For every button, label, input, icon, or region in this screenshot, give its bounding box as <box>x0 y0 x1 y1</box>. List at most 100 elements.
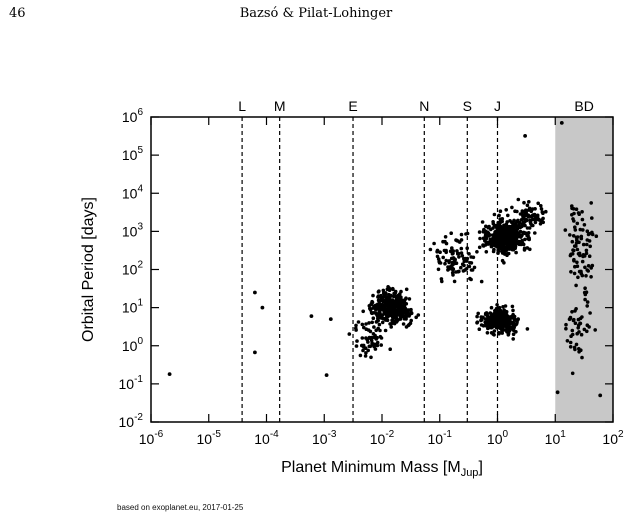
data-point <box>388 294 393 299</box>
data-point <box>389 325 394 329</box>
data-point <box>366 340 370 344</box>
data-point <box>372 325 376 329</box>
data-point <box>459 232 464 237</box>
data-point <box>391 301 396 306</box>
data-point <box>391 306 396 311</box>
data-point <box>398 310 403 314</box>
data-point <box>380 320 385 325</box>
data-point <box>360 343 364 348</box>
data-point <box>328 317 333 321</box>
data-point <box>577 240 581 245</box>
data-point <box>481 315 485 320</box>
data-point <box>573 228 578 232</box>
data-point <box>572 257 576 262</box>
data-point <box>584 251 589 256</box>
data-point <box>583 286 587 291</box>
data-point <box>575 260 579 265</box>
data-point <box>360 336 365 340</box>
data-point <box>522 246 527 251</box>
data-point <box>459 265 463 270</box>
data-point <box>505 220 510 224</box>
data-point <box>573 321 578 326</box>
data-point <box>369 355 373 360</box>
data-point <box>511 320 516 325</box>
data-point <box>506 315 511 320</box>
data-point <box>492 329 497 333</box>
data-point <box>396 306 401 310</box>
data-point <box>260 305 265 310</box>
data-point <box>510 205 514 210</box>
data-point <box>436 267 441 272</box>
data-point <box>385 315 390 319</box>
data-point <box>527 237 531 242</box>
data-point <box>167 372 172 376</box>
data-point <box>375 312 380 317</box>
data-point <box>480 220 485 224</box>
x-tick-label: 100 <box>487 429 509 447</box>
data-point <box>449 231 454 235</box>
data-point <box>486 321 491 325</box>
data-point <box>477 245 482 250</box>
data-point <box>590 263 595 268</box>
y-tick-label: 10-1 <box>119 374 144 392</box>
data-point <box>492 247 496 252</box>
data-point <box>563 228 568 232</box>
data-point <box>477 230 482 234</box>
data-point <box>469 261 474 265</box>
data-point <box>376 290 381 294</box>
data-point <box>578 321 582 326</box>
data-point <box>370 320 375 325</box>
data-point <box>447 259 452 263</box>
y-axis-label: Orbital Period [days] <box>80 197 97 342</box>
data-point <box>387 286 392 291</box>
data-point <box>450 246 454 250</box>
data-point <box>385 318 390 323</box>
data-point <box>496 321 501 325</box>
x-axis-label-sub: Jup <box>461 467 479 479</box>
data-point <box>375 340 380 345</box>
data-point <box>472 265 477 270</box>
data-point <box>593 328 597 332</box>
data-point <box>495 324 500 329</box>
data-point <box>584 248 589 253</box>
data-point <box>586 269 590 273</box>
data-point <box>497 242 502 246</box>
brown-dwarf-region <box>555 117 613 422</box>
data-point <box>489 317 494 322</box>
data-point <box>363 354 368 358</box>
data-point <box>507 327 511 332</box>
data-point <box>510 240 515 245</box>
data-point <box>355 339 359 343</box>
data-point <box>514 330 518 334</box>
data-point <box>570 371 575 376</box>
data-point <box>576 275 580 280</box>
data-point <box>498 226 502 230</box>
page-number: 46 <box>9 6 26 21</box>
data-point <box>483 320 488 325</box>
data-point <box>502 227 506 232</box>
data-point <box>514 233 519 237</box>
data-point <box>513 323 518 327</box>
data-point <box>579 332 584 337</box>
data-point <box>402 301 407 306</box>
data-point <box>388 322 392 326</box>
data-point <box>463 256 467 261</box>
data-point <box>475 320 480 325</box>
data-point <box>443 261 447 266</box>
data-point <box>441 239 445 244</box>
data-points <box>167 121 603 398</box>
data-point <box>496 251 500 255</box>
data-point <box>356 320 361 324</box>
data-point <box>575 235 580 239</box>
data-point <box>394 319 399 323</box>
data-point <box>485 312 489 316</box>
data-point <box>483 238 487 243</box>
data-point <box>506 213 510 218</box>
data-point <box>390 318 395 323</box>
data-point <box>399 289 403 294</box>
data-point <box>372 344 377 349</box>
x-axis-label: Planet Minimum Mass [MJup] <box>281 459 483 479</box>
data-point <box>510 304 515 309</box>
data-point <box>580 217 585 222</box>
data-point <box>500 325 505 329</box>
